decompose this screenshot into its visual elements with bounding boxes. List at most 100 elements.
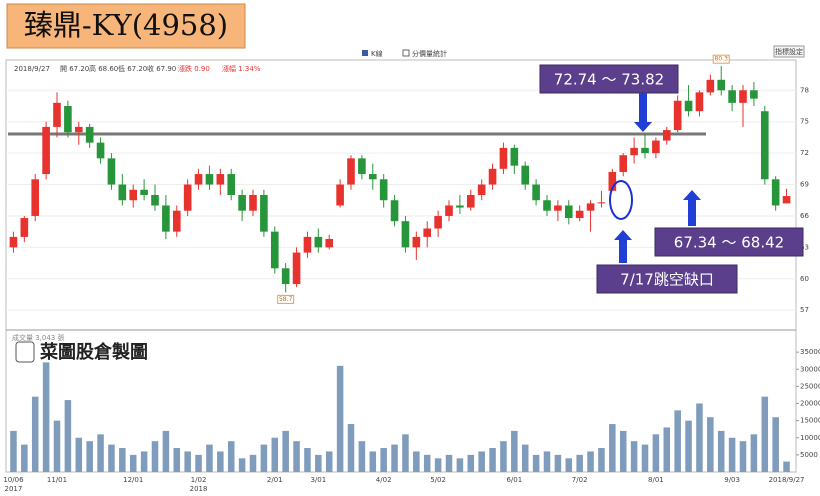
candle-body: [238, 195, 246, 211]
x-tick-label: 6/01: [506, 476, 522, 484]
volume-caption: 成交量 3,043 張: [12, 333, 65, 342]
volume-bar: [31, 396, 39, 472]
candle-body: [9, 236, 18, 248]
volume-bar: [315, 454, 322, 472]
volume-bar: [674, 410, 681, 472]
extreme-box: [712, 54, 730, 64]
volume-bar: [249, 454, 257, 472]
candle-body: [162, 205, 170, 232]
volume-bar: [598, 448, 605, 472]
volume-bar: [217, 451, 224, 472]
candle-body: [64, 105, 72, 133]
volume-bar: [369, 451, 377, 472]
candle-body: [575, 210, 584, 219]
volume-bar: [663, 427, 671, 472]
candle-body: [760, 111, 769, 180]
volume-bar: [696, 403, 703, 472]
y-tick-label: 20000: [800, 400, 820, 408]
volume-bar: [761, 396, 769, 472]
volume-bar: [511, 430, 518, 472]
watermark-icon: [15, 341, 35, 363]
candle-body: [183, 184, 192, 211]
candle-body: [532, 184, 540, 201]
candle-body: [434, 215, 442, 229]
info: 高 68.60: [89, 64, 118, 73]
candle-body: [216, 174, 225, 185]
y-tick-label: 69: [800, 181, 809, 189]
candle-body: [619, 155, 628, 172]
volume-bar: [304, 448, 311, 472]
volume-bar: [489, 448, 496, 472]
candle-body: [281, 268, 290, 285]
candle-body: [227, 174, 236, 195]
candle-body: [129, 189, 138, 201]
candle-body: [543, 200, 551, 211]
volume-bar: [21, 444, 28, 472]
info: 低 67.20: [118, 64, 147, 73]
candle-body: [390, 200, 399, 222]
annotation: 72.74 ～ 73.82: [554, 71, 664, 89]
candle-body: [118, 184, 127, 201]
legend-icon: [402, 49, 410, 57]
candle-body: [684, 100, 693, 112]
candle-body: [379, 179, 388, 201]
x-year-label: 2017: [5, 485, 23, 493]
volume-bar: [739, 441, 747, 472]
volume-bar: [238, 458, 246, 472]
candle-body: [499, 147, 508, 169]
volume-bar: [347, 424, 355, 472]
candle-body: [412, 236, 421, 248]
arrow: [614, 230, 632, 263]
candle-body: [466, 195, 475, 208]
candle-body: [42, 126, 50, 175]
volume-bar: [652, 434, 660, 472]
volume-bar: [42, 362, 50, 472]
candle-body: [205, 174, 214, 185]
candle-body: [630, 147, 638, 156]
x-tick-label: 3/01: [310, 476, 326, 484]
volume-bar: [380, 448, 387, 472]
volume-bar: [195, 454, 202, 472]
x-tick-label: 12/01: [123, 476, 143, 484]
volume-bar: [707, 417, 714, 472]
extreme-label: 80.3: [715, 56, 729, 63]
volume-bar: [129, 454, 137, 472]
candle-body: [717, 79, 726, 91]
volume-bar: [86, 441, 93, 472]
volume-bar: [402, 434, 409, 472]
x-tick-label: 4/02: [376, 476, 392, 484]
candle-body: [641, 147, 649, 154]
candle-body: [652, 140, 660, 154]
volume-bar: [456, 458, 464, 472]
volume-bar: [151, 441, 159, 472]
candle-body: [488, 168, 497, 185]
button-label[interactable]: 指標設定: [775, 47, 803, 56]
candle-body: [750, 90, 758, 99]
volume-bar: [391, 444, 398, 472]
x-tick-label: 5/02: [430, 476, 446, 484]
y-tick-label: 35000: [800, 348, 820, 356]
volume-bar: [609, 424, 616, 472]
volume-bar: [173, 448, 181, 472]
candle-body: [782, 196, 791, 204]
candle-body: [347, 158, 355, 185]
volume-bar: [423, 454, 431, 472]
volume-bar: [53, 420, 61, 472]
extreme-label: 58.7: [279, 296, 293, 303]
volume-bar: [467, 454, 475, 472]
candle-body: [510, 147, 519, 166]
candle-body: [336, 184, 344, 206]
y-tick-label: 15000: [800, 417, 820, 425]
volume-bar: [282, 430, 289, 472]
volume-bar: [75, 437, 83, 472]
candle-body: [554, 205, 562, 211]
volume-bar: [532, 454, 540, 472]
volume-bar: [119, 448, 126, 472]
info: 2018/9/27: [14, 65, 50, 73]
button[interactable]: [773, 45, 805, 58]
candle-body: [739, 90, 747, 103]
candle-body: [53, 102, 61, 127]
volume-bar: [641, 444, 649, 472]
annotation: 67.34 ～ 68.42: [674, 234, 784, 252]
volume-bar: [358, 441, 366, 472]
